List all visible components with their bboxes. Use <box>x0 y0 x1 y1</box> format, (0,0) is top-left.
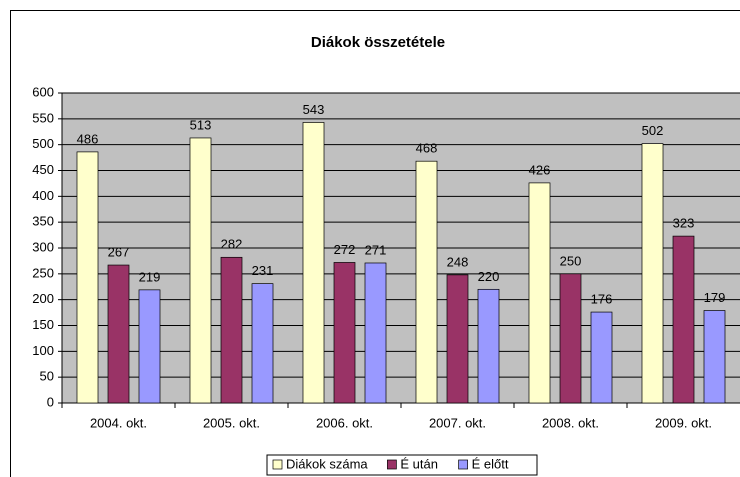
bar <box>703 310 726 404</box>
bar <box>251 283 274 404</box>
x-tick-label: 2004. okt. <box>90 415 147 430</box>
bar <box>415 160 438 404</box>
y-tick-label: 450 <box>32 162 54 177</box>
y-tick-label: 0 <box>47 394 54 409</box>
data-label: 231 <box>252 263 274 278</box>
x-tick-label: 2006. okt. <box>316 415 373 430</box>
data-label: 323 <box>673 216 695 231</box>
bar <box>302 122 325 404</box>
x-tick-label: 2008. okt. <box>542 415 599 430</box>
data-label: 248 <box>447 254 469 269</box>
bar <box>76 151 99 404</box>
legend-swatch <box>272 459 283 470</box>
data-label: 219 <box>139 269 161 284</box>
y-tick-label: 400 <box>32 188 54 203</box>
x-tick-label: 2005. okt. <box>203 415 260 430</box>
legend-box <box>266 454 538 476</box>
data-label: 267 <box>108 244 130 259</box>
y-tick-label: 150 <box>32 317 54 332</box>
chart-title: Diákok összetétele <box>311 34 445 51</box>
x-tick-label: 2007. okt. <box>429 415 486 430</box>
legend-label: É előtt <box>472 456 509 471</box>
legend-swatch <box>458 459 468 470</box>
bar <box>364 262 387 404</box>
y-tick-label: 550 <box>32 110 54 125</box>
data-label: 468 <box>416 141 438 156</box>
legend-label: Diákok száma <box>286 456 368 471</box>
bar <box>528 182 551 404</box>
data-label: 271 <box>365 242 387 257</box>
y-tick-label: 250 <box>32 265 54 280</box>
data-label: 250 <box>560 253 582 268</box>
y-tick-label: 500 <box>32 136 54 151</box>
data-label: 176 <box>591 292 613 307</box>
data-label: 179 <box>704 290 726 305</box>
data-label: 272 <box>334 242 356 257</box>
bar <box>672 235 695 404</box>
data-label: 426 <box>529 162 551 177</box>
bar <box>138 289 161 404</box>
bar <box>107 264 130 404</box>
y-tick-label: 350 <box>32 214 54 229</box>
bar <box>446 274 469 404</box>
data-label: 220 <box>478 269 500 284</box>
data-label: 282 <box>221 237 243 252</box>
x-tick-label: 2009. okt. <box>655 415 712 430</box>
y-tick-label: 200 <box>32 291 54 306</box>
legend-swatch <box>387 459 397 470</box>
y-tick-label: 300 <box>32 239 54 254</box>
data-label: 513 <box>190 117 212 132</box>
data-label: 486 <box>77 131 99 146</box>
bar <box>220 256 243 404</box>
bar <box>590 311 613 404</box>
y-tick-label: 600 <box>32 84 54 99</box>
y-tick-label: 50 <box>40 369 54 384</box>
bar <box>559 273 582 404</box>
data-label: 543 <box>303 102 325 117</box>
bar <box>477 288 500 404</box>
bar <box>641 143 664 404</box>
bar <box>333 262 356 404</box>
legend-label: É után <box>400 456 438 471</box>
data-label: 502 <box>642 123 664 138</box>
y-tick-label: 100 <box>32 343 54 358</box>
bar <box>189 137 212 404</box>
